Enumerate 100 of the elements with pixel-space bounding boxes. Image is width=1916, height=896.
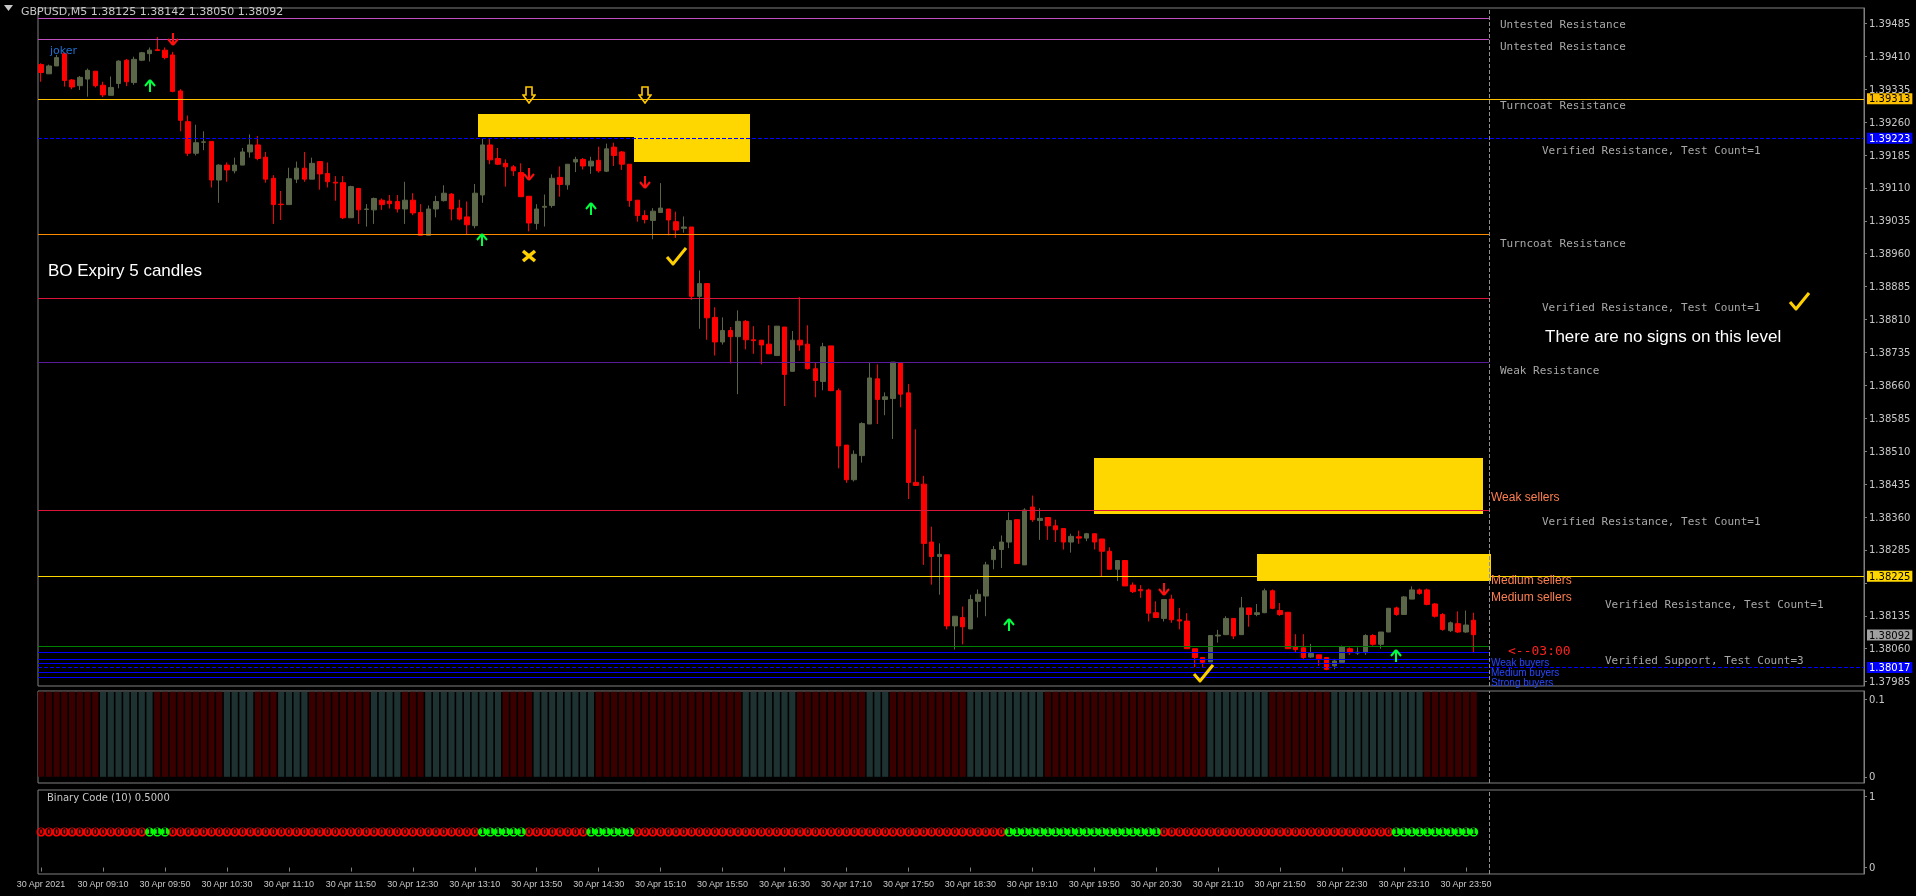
y-tick-label: 1.39410 (1869, 50, 1911, 62)
data-label: 0 (928, 827, 935, 837)
data-label: 0 (1269, 827, 1276, 837)
annotation: Strong buyers (1491, 676, 1554, 688)
data-label: 0 (324, 827, 331, 837)
x-tick-label: 30 Apr 2021 (16, 878, 66, 889)
y-tick-label: 0.1 (1869, 694, 1885, 705)
data-label: 0 (131, 827, 138, 837)
data-label: 1 (1439, 827, 1446, 837)
y-tick-label: 1.39035 (1869, 215, 1911, 227)
data-label: 0 (278, 827, 285, 837)
data-label: 0 (301, 827, 308, 837)
data-label: 0 (208, 827, 215, 837)
x-tick-label: 30 Apr 23:10 (1378, 878, 1430, 889)
data-label: 0 (200, 827, 207, 837)
ref-line-label: 1.38017 (1869, 662, 1911, 674)
data-label: 0 (580, 827, 587, 837)
annotation: Turncoat Resistance (1500, 236, 1626, 250)
y-tick-label: 1.39185 (1869, 149, 1911, 161)
data-label: 0 (286, 827, 293, 837)
annotation: Medium sellers (1491, 590, 1572, 604)
data-label: 0 (1215, 827, 1222, 837)
y-tick-label: 1.38360 (1869, 511, 1911, 523)
data-label: 0 (371, 827, 378, 837)
data-label: 0 (69, 827, 76, 837)
data-label: 0 (177, 827, 184, 837)
data-label: 0 (1362, 827, 1369, 837)
x-tick-label: 30 Apr 11:10 (263, 878, 315, 889)
data-label: 1 (1052, 827, 1059, 837)
x-tick-label: 30 Apr 14:30 (573, 878, 625, 889)
data-label: 1 (1447, 827, 1454, 837)
data-label: 0 (650, 827, 657, 837)
data-label: 0 (169, 827, 176, 837)
x-tick-label: 30 Apr 16:30 (758, 878, 811, 889)
data-label: 0 (1223, 827, 1230, 837)
x-tick-label: 30 Apr 22:30 (1316, 878, 1368, 889)
x-tick-label: 30 Apr 17:50 (882, 878, 934, 889)
data-label: 0 (348, 827, 355, 837)
data-label: 0 (417, 827, 424, 837)
data-label: 0 (216, 827, 223, 837)
data-label: 1 (1014, 827, 1021, 837)
data-label: 1 (162, 827, 169, 837)
data-label: 0 (843, 827, 850, 837)
data-label: 0 (1199, 827, 1206, 837)
data-label: 0 (340, 827, 347, 837)
data-label: 1 (518, 827, 525, 837)
annotation: There are no signs on this level (1545, 326, 1782, 346)
data-label: 1 (1130, 827, 1137, 837)
data-label: 1 (1021, 827, 1028, 837)
data-label: 0 (1377, 827, 1384, 837)
x-tick-label: 30 Apr 19:10 (1006, 878, 1058, 889)
data-label: 0 (998, 827, 1005, 837)
ref-line-label: 1.39313 (1869, 93, 1911, 105)
data-label: 1 (1091, 827, 1098, 837)
data-label: 0 (835, 827, 842, 837)
chart-title: Binary Code (10) 0.5000 (47, 791, 170, 803)
data-label: 0 (549, 827, 556, 837)
data-label: 0 (231, 827, 238, 837)
y-tick-label: 1 (1869, 790, 1876, 802)
data-label: 0 (750, 827, 757, 837)
annotation: Untested Resistance (1500, 39, 1626, 53)
annotation: Medium buyers (1491, 666, 1560, 678)
data-label: 0 (1246, 827, 1253, 837)
y-tick-label: 1.38060 (1869, 643, 1911, 655)
x-tick-label: 30 Apr 15:50 (697, 878, 749, 889)
data-label: 0 (851, 827, 858, 837)
data-label: 0 (1354, 827, 1361, 837)
y-tick-label: 1.39485 (1869, 17, 1911, 29)
data-label: 1 (1060, 827, 1067, 837)
data-label: 0 (572, 827, 579, 837)
data-label: 1 (1137, 827, 1144, 837)
data-label: 0 (890, 827, 897, 837)
data-label: 1 (1068, 827, 1075, 837)
data-label: 0 (557, 827, 564, 837)
data-label: 0 (440, 827, 447, 837)
y-tick-label: 0 (1869, 862, 1876, 874)
data-label: 0 (317, 827, 324, 837)
data-label: 0 (541, 827, 548, 837)
data-label: 0 (944, 827, 951, 837)
x-tick-label: 30 Apr 09:50 (139, 878, 191, 889)
data-label: 1 (588, 827, 595, 837)
data-label: 0 (773, 827, 780, 837)
data-label: 0 (921, 827, 928, 837)
data-label: 0 (882, 827, 889, 837)
annotation: joker (49, 43, 78, 57)
data-label: 1 (1114, 827, 1121, 837)
data-label: 0 (410, 827, 417, 837)
data-label: 0 (425, 827, 432, 837)
data-label: 1 (1145, 827, 1152, 837)
data-label: 0 (665, 827, 672, 837)
y-tick-label: 1.38285 (1869, 544, 1911, 556)
data-label: 0 (781, 827, 788, 837)
data-label: 0 (959, 827, 966, 837)
x-tick-label: 30 Apr 15:10 (635, 878, 687, 889)
data-label: 1 (626, 827, 633, 837)
data-label: 0 (402, 827, 409, 837)
y-tick-label: 1.38810 (1869, 314, 1911, 326)
data-label: 0 (642, 827, 649, 837)
data-label: 0 (936, 827, 943, 837)
data-label: 0 (897, 827, 904, 837)
